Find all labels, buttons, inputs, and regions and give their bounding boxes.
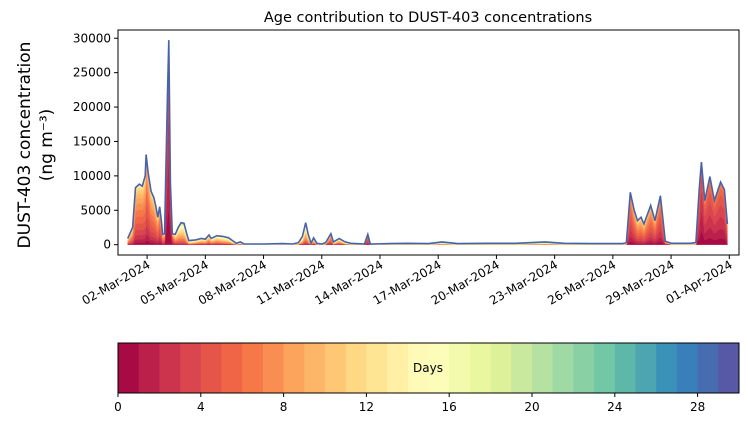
colorbar-tick-label: 8	[280, 400, 288, 414]
colorbar-bin	[552, 343, 574, 393]
colorbar-bin	[676, 343, 699, 393]
age-layer-day-8	[127, 40, 728, 245]
y-tick-label: 0	[103, 238, 111, 252]
age-layers	[127, 40, 728, 245]
age-layer-day-19	[127, 40, 728, 245]
colorbar-bin	[594, 343, 616, 393]
age-layer-day-28	[127, 40, 728, 245]
colorbar-bin	[283, 343, 305, 393]
age-layer-day-12	[127, 40, 728, 245]
age-layer-day-25	[127, 40, 728, 245]
colorbar-bin	[138, 343, 160, 393]
colorbar-tick-label: 4	[197, 400, 205, 414]
colorbar-bin	[449, 343, 471, 393]
age-layer-day-22	[127, 40, 728, 245]
colorbar-bin	[262, 343, 285, 393]
colorbar-tick-label: 24	[607, 400, 622, 414]
y-tick-label: 20000	[73, 100, 111, 114]
colorbar-bin	[656, 343, 678, 393]
y-tick-label: 30000	[73, 31, 111, 45]
colorbar-bin	[345, 343, 367, 393]
colorbar-bin	[614, 343, 636, 393]
colorbar-bin	[573, 343, 595, 393]
plot-frame	[117, 29, 740, 256]
total-concentration-line	[126, 40, 729, 246]
colorbar-bin	[200, 343, 222, 393]
colorbar-bin	[407, 343, 429, 393]
age-layer-day-24	[127, 40, 728, 245]
colorbar-bins	[118, 343, 740, 393]
age-layer-day-26	[127, 40, 728, 245]
age-layer-day-14	[127, 40, 728, 245]
y-axis-label-line1: DUST-403 concentration	[15, 42, 35, 249]
colorbar-bin	[242, 343, 264, 393]
colorbar-bin	[325, 343, 347, 393]
age-layer-day-4	[127, 48, 728, 245]
x-tick-label: 01-Apr-2024	[664, 257, 735, 306]
age-layer-day-27	[127, 40, 728, 245]
colorbar-tick-label: 20	[524, 400, 539, 414]
colorbar-tick-label: 12	[359, 400, 374, 414]
colorbar-bin	[718, 343, 740, 393]
colorbar-bin	[366, 343, 388, 393]
age-layer-day-15	[127, 40, 728, 245]
colorbar-bin	[490, 343, 512, 393]
age-layer-day-7	[127, 40, 728, 245]
colorbar-bin	[159, 343, 181, 393]
age-layer-day-9	[127, 40, 728, 245]
colorbar-bin	[697, 343, 719, 393]
colorbar-label: Days	[413, 361, 443, 375]
colorbar-bin	[511, 343, 533, 393]
colorbar-bin	[304, 343, 326, 393]
age-layer-day-16	[127, 40, 728, 245]
y-tick-label: 15000	[73, 134, 111, 148]
age-layer-day-20	[127, 40, 728, 245]
colorbar-tick-label: 16	[442, 400, 457, 414]
colorbar-bin	[118, 343, 140, 393]
age-layer-day-17	[127, 40, 728, 245]
age-layer-day-13	[127, 40, 728, 245]
colorbar-tick-label: 0	[114, 400, 122, 414]
colorbar-bin	[635, 343, 657, 393]
colorbar-bin	[469, 343, 492, 393]
age-layer-day-29	[127, 40, 728, 245]
y-tick-label: 25000	[73, 66, 111, 80]
plot-area: 0 5000 10000 15000 20000 25000 30000 02-Mar-20…	[73, 29, 740, 308]
age-layer-day-11	[127, 40, 728, 245]
chart-title: Age contribution to DUST-403 concentrati…	[264, 10, 592, 26]
colorbar-bin	[221, 343, 243, 393]
y-tick-label: 10000	[73, 169, 111, 183]
age-layer-day-10	[127, 40, 728, 245]
colorbar-tick-label: 28	[690, 400, 705, 414]
age-layer-day-6	[127, 40, 728, 245]
colorbar: Days 0 4 8 12 16 20 24 28	[114, 342, 740, 414]
colorbar-bin	[428, 343, 450, 393]
colorbar-bin	[532, 343, 554, 393]
y-axis-label: DUST-403 concentration (ng m⁻³)	[15, 42, 57, 249]
colorbar-ticks: 0 4 8 12 16 20 24 28	[114, 393, 705, 414]
x-ticks: 02-Mar-202405-Mar-202408-Mar-202411-Mar-…	[79, 255, 735, 308]
y-tick-label: 5000	[80, 203, 111, 217]
colorbar-frame	[117, 342, 740, 394]
age-layer-day-23	[127, 40, 728, 245]
colorbar-bin	[387, 343, 409, 393]
age-layer-day-18	[127, 40, 728, 245]
age-layer-day-5	[127, 42, 728, 245]
y-axis-label-line2: (ng m⁻³)	[37, 109, 57, 182]
y-ticks: 0 5000 10000 15000 20000 25000 30000	[73, 31, 118, 252]
colorbar-bin	[180, 343, 202, 393]
age-layer-day-21	[127, 40, 728, 245]
